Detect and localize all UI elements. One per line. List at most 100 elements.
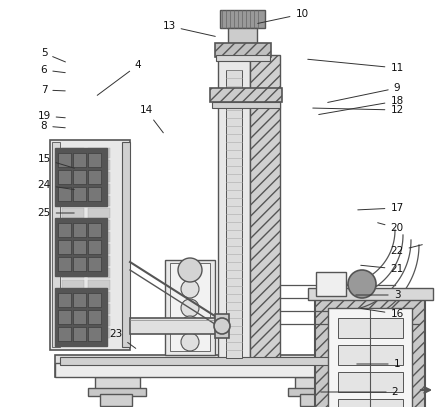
Bar (88, 240, 101, 254)
Bar (95, 377, 140, 391)
Bar (55, 355, 390, 377)
Text: 10: 10 (258, 9, 309, 24)
Bar (88, 268, 110, 278)
Bar (88, 304, 110, 314)
Bar (88, 232, 110, 242)
Bar (73, 327, 86, 341)
Bar (58, 310, 71, 324)
Bar (170, 263, 210, 351)
Bar (315, 295, 425, 407)
Bar (73, 170, 86, 184)
Bar (212, 102, 280, 108)
Bar (62, 244, 84, 254)
Bar (58, 170, 71, 184)
Bar (88, 153, 101, 167)
Circle shape (181, 299, 199, 317)
Text: 21: 21 (361, 264, 404, 274)
Bar (88, 184, 110, 194)
Bar (88, 292, 110, 302)
Bar (88, 148, 110, 158)
Text: 8: 8 (41, 121, 65, 131)
Bar (88, 328, 110, 338)
Bar (130, 318, 225, 334)
Text: 11: 11 (308, 59, 404, 73)
Text: 22: 22 (390, 245, 422, 256)
Bar (215, 314, 229, 338)
Circle shape (181, 280, 199, 298)
Bar (73, 223, 86, 237)
Bar (295, 377, 340, 391)
Text: 15: 15 (37, 154, 74, 168)
Bar (338, 399, 403, 407)
Bar (62, 268, 84, 278)
Bar (88, 316, 110, 326)
Bar (88, 220, 110, 230)
Text: 5: 5 (41, 48, 65, 62)
Bar (62, 328, 84, 338)
Bar (88, 388, 146, 396)
Bar (288, 388, 346, 396)
Text: 1: 1 (357, 359, 400, 369)
Bar (58, 293, 71, 307)
Bar (220, 10, 265, 28)
Bar (250, 55, 280, 360)
Bar (122, 142, 130, 347)
Bar (62, 232, 84, 242)
Text: 17: 17 (358, 203, 404, 213)
Circle shape (181, 316, 199, 334)
Bar (88, 293, 101, 307)
Bar (88, 257, 101, 271)
Bar (58, 187, 71, 201)
Bar (165, 260, 215, 355)
Circle shape (348, 270, 376, 298)
Bar (62, 208, 84, 218)
Bar (218, 55, 250, 360)
Bar (88, 310, 101, 324)
Bar (88, 208, 110, 218)
Bar (60, 357, 385, 365)
Text: 13: 13 (163, 21, 215, 36)
Bar (73, 187, 86, 201)
Circle shape (178, 258, 202, 282)
Text: 6: 6 (41, 65, 65, 75)
Text: 2: 2 (321, 387, 398, 397)
Text: 9: 9 (328, 83, 400, 103)
Bar (55, 363, 390, 377)
Text: 16: 16 (361, 309, 404, 319)
Bar (62, 196, 84, 206)
Bar (62, 256, 84, 266)
Bar (88, 280, 110, 290)
Bar (55, 148, 107, 206)
Bar (210, 88, 282, 102)
Bar (62, 316, 84, 326)
Text: 14: 14 (139, 105, 163, 133)
Bar (88, 256, 110, 266)
Text: 12: 12 (313, 105, 404, 115)
Bar (338, 318, 403, 338)
Bar (88, 160, 110, 170)
Bar (88, 170, 101, 184)
Bar (88, 172, 110, 182)
Bar (338, 372, 403, 392)
Bar (226, 70, 242, 358)
Bar (62, 280, 84, 290)
Bar (100, 394, 132, 406)
Bar (73, 293, 86, 307)
Bar (88, 196, 110, 206)
Text: 19: 19 (37, 111, 65, 121)
Bar (62, 292, 84, 302)
Text: 3: 3 (356, 290, 400, 300)
Bar (52, 142, 60, 347)
Bar (73, 153, 86, 167)
Bar (62, 304, 84, 314)
Bar (58, 153, 71, 167)
Bar (316, 272, 346, 296)
Bar (216, 55, 270, 61)
Bar (300, 394, 332, 406)
Text: 25: 25 (37, 208, 74, 218)
Bar (88, 223, 101, 237)
Bar (62, 148, 84, 158)
Bar (62, 220, 84, 230)
Bar (62, 172, 84, 182)
Bar (50, 140, 130, 350)
